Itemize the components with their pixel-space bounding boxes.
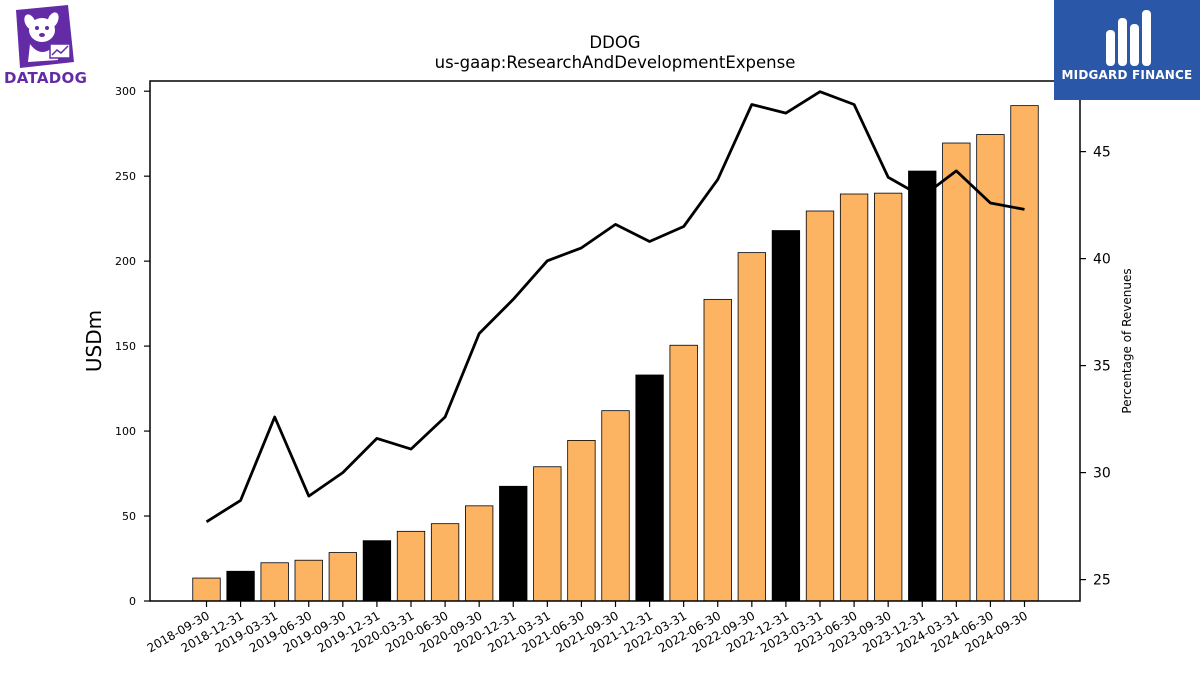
bar-2022-03-31 [669, 344, 698, 602]
bar-group [192, 105, 1039, 602]
y-tick-label: 50 [122, 510, 136, 523]
bar-2021-12-31 [635, 374, 664, 602]
bar-2018-12-31 [226, 570, 255, 602]
bar-2021-03-31 [533, 466, 562, 602]
x-axis-ticks: 2018-09-302018-12-312019-03-312019-06-30… [145, 601, 1030, 655]
y2-axis-ticks: 25 30 35 40 45 [1080, 145, 1111, 589]
bar-2024-03-31 [942, 142, 971, 602]
midgard-logo-text: MIDGARD FINANCE [1061, 68, 1193, 82]
bar-2023-12-31 [908, 170, 937, 602]
y-tick-label: 100 [115, 425, 136, 438]
y-tick-label: 300 [115, 85, 136, 98]
bar-2018-09-30 [192, 577, 221, 602]
bar-2019-09-30 [328, 552, 357, 602]
y2-tick-label: 30 [1093, 466, 1111, 482]
datadog-dog-icon [16, 5, 74, 68]
bar-2020-03-31 [396, 530, 426, 602]
bar-2020-09-30 [465, 505, 494, 602]
y2-tick-label: 40 [1093, 252, 1111, 268]
y2-tick-label: 45 [1093, 145, 1111, 161]
bar-2022-12-31 [771, 230, 801, 602]
bar-2020-06-30 [430, 523, 460, 602]
y-tick-label: 200 [115, 255, 136, 268]
y-tick-label: 0 [129, 595, 136, 608]
datadog-logo: DATADOG [0, 0, 92, 92]
y-tick-label: 150 [115, 340, 136, 353]
bar-2024-06-30 [976, 134, 1005, 602]
y2-axis-label: Percentage of Revenues [1120, 268, 1134, 413]
bar-2020-12-31 [499, 485, 528, 602]
bar-2022-09-30 [737, 252, 766, 602]
revenue-percentage-line [205, 90, 1025, 523]
bar-2024-09-30 [1010, 105, 1039, 602]
y2-tick-label: 25 [1093, 573, 1111, 589]
y-axis-label: USDm [82, 310, 106, 372]
bar-2022-06-30 [703, 298, 732, 602]
datadog-logo-text: DATADOG [4, 69, 88, 87]
bar-2021-06-30 [567, 440, 596, 602]
midgard-m-icon [1106, 10, 1151, 66]
bar-2021-09-30 [601, 410, 630, 602]
y-axis-ticks: 0 50 100 150 200 250 300 [115, 85, 150, 608]
midgard-finance-logo: MIDGARD FINANCE [1054, 0, 1200, 100]
chart-subtitle: us-gaap:ResearchAndDevelopmentExpense [435, 53, 796, 72]
bar-2023-06-30 [839, 193, 869, 602]
bar-2023-09-30 [874, 192, 903, 602]
bar-2023-03-31 [805, 210, 835, 602]
chart-title: DDOG [589, 33, 640, 52]
line-series-group [205, 90, 1025, 523]
bar-2019-06-30 [294, 559, 323, 602]
bar-2019-03-31 [260, 562, 289, 602]
bar-2019-12-31 [362, 540, 392, 602]
y2-tick-label: 35 [1093, 359, 1111, 375]
y-tick-label: 250 [115, 170, 136, 183]
